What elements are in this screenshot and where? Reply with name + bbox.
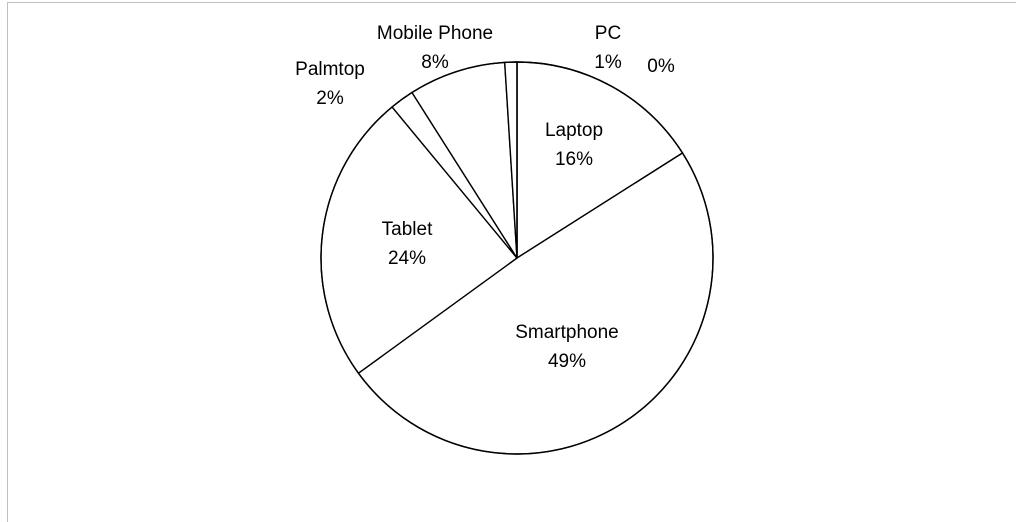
pie-labels: Laptop 16% Smartphone 49% Tablet 24% Palmtop 2%…: [295, 23, 675, 372]
data-label-smartphone: Smartphone 49%: [515, 322, 619, 372]
slice-name-label: PC: [595, 23, 621, 44]
pie-chart: Laptop 16% Smartphone 49% Tablet 24% Palmtop 2%…: [295, 23, 714, 455]
slice-name-label: Palmtop: [295, 59, 365, 80]
slice-value-label: 0%: [647, 56, 675, 77]
data-label-palmtop: Palmtop 2%: [295, 59, 365, 109]
slice-value-label: 8%: [421, 52, 449, 73]
slice-value-label: 2%: [316, 88, 344, 109]
data-label-laptop: Laptop 16%: [545, 120, 603, 170]
pie-slices: [320, 61, 714, 455]
slice-value-label: 49%: [548, 351, 586, 372]
data-label-other: 0%: [647, 56, 675, 77]
pie-outline: [320, 61, 714, 455]
data-label-mobile-phone: Mobile Phone 8%: [377, 23, 493, 73]
data-label-pc: PC 1%: [594, 23, 622, 73]
slice-value-label: 24%: [388, 248, 426, 269]
slice-name-label: Smartphone: [515, 322, 619, 343]
slice-name-label: Tablet: [382, 219, 433, 240]
slice-value-label: 1%: [594, 52, 622, 73]
slice-name-label: Mobile Phone: [377, 23, 493, 44]
data-label-tablet: Tablet 24%: [382, 219, 433, 269]
slice-name-label: Laptop: [545, 120, 603, 141]
chart-area: [7, 2, 1016, 522]
slice-value-label: 16%: [555, 149, 593, 170]
